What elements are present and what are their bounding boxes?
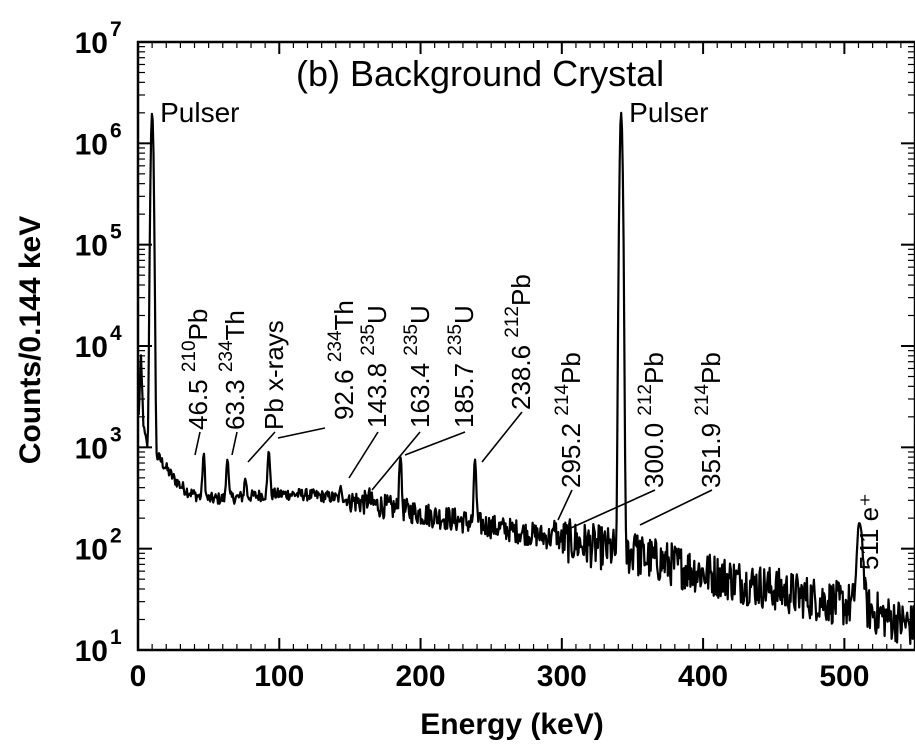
x-tick-label: 400 <box>678 660 728 693</box>
y-tick-label: 10 <box>75 128 108 161</box>
annotation-leader <box>371 431 421 491</box>
pulser-label: Pulser <box>629 97 708 128</box>
y-tick-exponent: 4 <box>110 322 122 345</box>
y-tick-exponent: 2 <box>110 525 122 548</box>
y-tick-label: 10 <box>75 432 108 465</box>
y-tick-label: 10 <box>75 534 108 567</box>
peak-annotation: 238.6 212Pb <box>502 274 536 410</box>
y-tick-label: 10 <box>75 230 108 263</box>
peak-annotation: 63.3 234Th <box>216 310 250 430</box>
peak-annotation: 295.2 214Pb <box>552 352 586 488</box>
peak-annotation: 163.4 235U <box>401 305 435 428</box>
x-tick-label: 300 <box>537 660 587 693</box>
chart-title: (b) Background Crystal <box>296 53 664 94</box>
y-tick-exponent: 5 <box>110 221 122 244</box>
peak-annotation: 143.8 235U <box>358 305 392 428</box>
pulser-label: Pulser <box>160 97 239 128</box>
y-tick-label: 10 <box>75 331 108 364</box>
peak-annotation: 92.6 234Th <box>325 300 359 420</box>
peak-annotation: 351.9 214Pb <box>692 352 726 488</box>
y-axis-label: Counts/0.144 keV <box>14 216 47 464</box>
spectrum-line <box>137 111 915 645</box>
y-tick-label: 10 <box>75 635 108 668</box>
annotation-leader <box>404 431 466 456</box>
annotation-leader <box>277 427 326 439</box>
x-tick-label: 500 <box>819 660 869 693</box>
peak-annotation: 185.7 235U <box>445 305 479 428</box>
x-axis-label: Energy (keV) <box>420 708 603 741</box>
y-tick-label: 10 <box>75 27 108 60</box>
annotation-leader <box>194 431 201 456</box>
peak-annotation: 511 e⁺ <box>854 493 884 570</box>
annotation-leader <box>481 411 523 463</box>
peak-annotation: 46.5 210Pb <box>179 309 213 430</box>
peak-annotation: Pb x-rays <box>259 320 289 430</box>
annotation-leader <box>639 489 713 526</box>
y-tick-exponent: 1 <box>110 626 122 649</box>
annotation-leader <box>231 431 238 456</box>
annotation-leader <box>348 431 379 479</box>
y-tick-exponent: 7 <box>110 18 122 41</box>
x-tick-label: 0 <box>130 660 147 693</box>
y-tick-exponent: 6 <box>110 119 122 142</box>
annotation-leader <box>247 431 276 463</box>
plot-frame <box>136 40 915 652</box>
y-tick-exponent: 3 <box>110 423 122 446</box>
x-tick-label: 200 <box>396 660 446 693</box>
x-tick-label: 100 <box>254 660 304 693</box>
annotation-leader <box>557 489 573 521</box>
annotation-leader <box>561 489 656 533</box>
peak-annotation: 300.0 212Pb <box>635 352 669 488</box>
